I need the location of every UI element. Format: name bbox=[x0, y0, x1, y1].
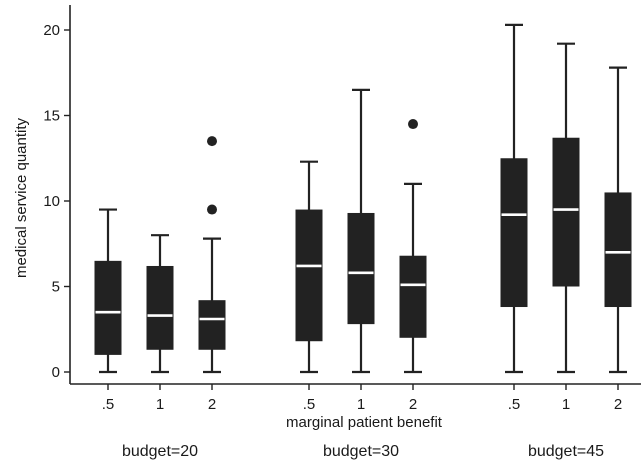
box-1-0 bbox=[295, 160, 323, 374]
outlier-point bbox=[408, 119, 418, 130]
box-body bbox=[295, 209, 323, 342]
y-tick-label: 5 bbox=[52, 279, 60, 296]
y-tick-label: 0 bbox=[52, 364, 60, 381]
y-axis-ticks: 0 5 10 15 20 bbox=[43, 22, 70, 381]
group-label: budget=20 bbox=[122, 443, 198, 460]
group-label: budget=30 bbox=[323, 443, 399, 460]
box-body bbox=[552, 137, 580, 287]
x-tick-label: .5 bbox=[508, 396, 521, 413]
group-labels: budget=20 budget=30 budget=45 bbox=[122, 443, 604, 460]
x-tick-label: 1 bbox=[562, 396, 570, 413]
x-tick-label: .5 bbox=[102, 396, 115, 413]
y-tick-label: 10 bbox=[43, 193, 60, 210]
y-axis-label: medical service quantity bbox=[13, 117, 30, 278]
x-tick-label: 2 bbox=[614, 396, 622, 413]
x-tick-label: 2 bbox=[208, 396, 216, 413]
box-2-2 bbox=[604, 66, 632, 374]
x-tick-label: 2 bbox=[409, 396, 417, 413]
box-0-2 bbox=[198, 136, 226, 374]
box-body bbox=[604, 192, 632, 308]
x-axis-ticks: .5 1 2 .5 1 2 .5 1 2 bbox=[102, 384, 622, 413]
group-label: budget=45 bbox=[528, 443, 604, 460]
outlier-point bbox=[207, 204, 217, 215]
x-tick-label: .5 bbox=[303, 396, 316, 413]
y-tick-label: 15 bbox=[43, 108, 60, 125]
x-axis-label: marginal patient benefit bbox=[286, 414, 443, 431]
box-2-0 bbox=[500, 23, 528, 374]
x-tick-label: 1 bbox=[357, 396, 365, 413]
box-0-1 bbox=[146, 234, 174, 374]
box-2-1 bbox=[552, 42, 580, 374]
box-body bbox=[399, 255, 427, 338]
x-tick-label: 1 bbox=[156, 396, 164, 413]
axes bbox=[69, 5, 641, 385]
box-body bbox=[347, 212, 375, 325]
y-tick-label: 20 bbox=[43, 22, 60, 39]
box-body bbox=[500, 158, 528, 308]
box-body bbox=[146, 265, 174, 350]
box-1-2 bbox=[399, 119, 427, 374]
box-body bbox=[198, 300, 226, 350]
box-body bbox=[94, 260, 122, 355]
outlier-point bbox=[207, 136, 217, 147]
box-0-0 bbox=[94, 208, 122, 374]
boxes bbox=[94, 23, 632, 374]
box-1-1 bbox=[347, 88, 375, 374]
